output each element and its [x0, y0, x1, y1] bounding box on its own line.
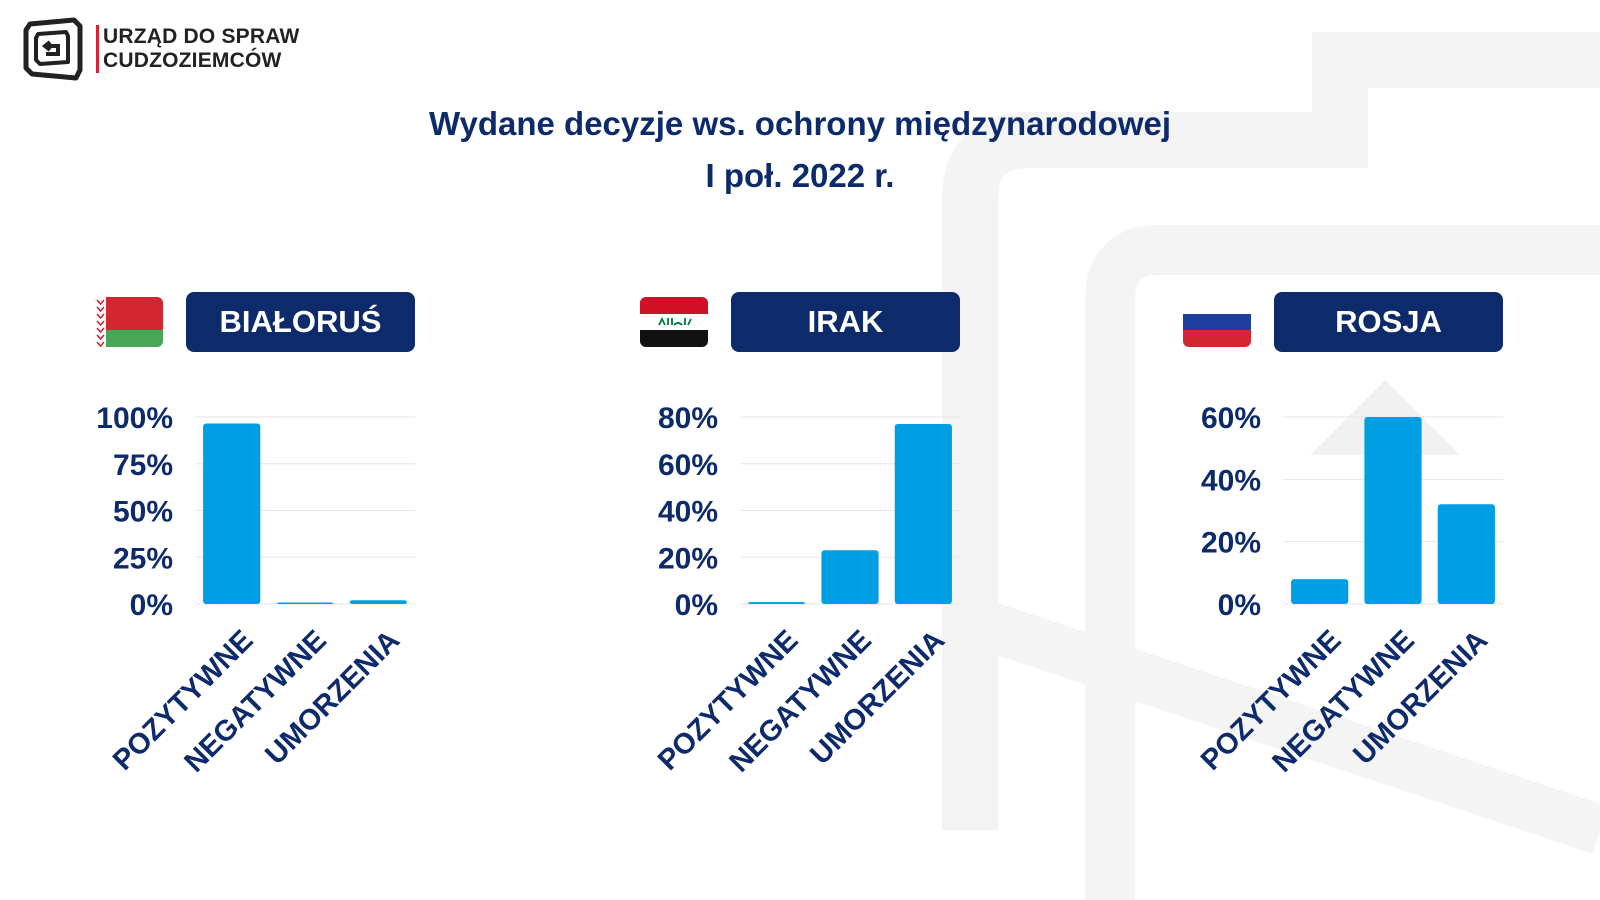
- y-tick-label: 75%: [113, 449, 173, 482]
- bar-negatywne: [276, 602, 334, 604]
- y-tick-label: 50%: [113, 496, 173, 529]
- bar-pozytywne: [1291, 579, 1349, 604]
- bar-negatywne: [821, 550, 879, 604]
- y-tick-label: 0%: [675, 589, 718, 622]
- title-line2: I poł. 2022 r.: [705, 157, 895, 194]
- country-label: ROSJA: [1274, 292, 1503, 352]
- iraq-flag-icon: [640, 297, 708, 347]
- y-tick-label: 40%: [658, 496, 718, 529]
- org-name-line2: CUDZOZIEMCÓW: [103, 49, 282, 72]
- chart-iraq: 0%20%40%60%80%POZYTYWNENEGATYWNEUMORZENI…: [652, 402, 960, 779]
- office-logo-icon: [23, 17, 83, 81]
- page-title: Wydane decyzje ws. ochrony międzynarodow…: [0, 98, 1600, 202]
- y-tick-label: 25%: [113, 542, 173, 575]
- bar-negatywne: [1364, 417, 1422, 604]
- panel-russia: ROSJA 0% 20% 40% 60% POZYTYWNE NEGATYWNE UMORZ…: [1183, 292, 1600, 852]
- panel-belarus: BIAŁORUŚ 0% 25% 50% 75% 100% POZYTYWNE NEGATYW…: [95, 292, 575, 852]
- y-tick-label: 60%: [1201, 402, 1261, 435]
- y-tick-label: 0%: [1218, 589, 1261, 622]
- y-tick-label: 100%: [96, 402, 173, 435]
- org-logo: URZĄD DO SPRAW CUDZOZIEMCÓW: [20, 16, 299, 82]
- country-label: BIAŁORUŚ: [186, 292, 415, 352]
- title-line1: Wydane decyzje ws. ochrony międzynarodow…: [428, 105, 1172, 142]
- bar-umorzenia: [349, 600, 407, 604]
- bar-pozytywne: [203, 423, 261, 604]
- y-tick-label: 80%: [658, 402, 718, 435]
- y-tick-label: 20%: [1201, 527, 1261, 560]
- bar-umorzenia: [1437, 504, 1495, 604]
- y-tick-label: 20%: [658, 542, 718, 575]
- bar-umorzenia: [894, 424, 952, 604]
- org-name: URZĄD DO SPRAW CUDZOZIEMCÓW: [96, 25, 299, 73]
- russia-flag-icon: [1183, 297, 1251, 347]
- y-tick-label: 0%: [130, 589, 173, 622]
- panel-iraq: IRAK 0% 20% 40% 60% 80% POZYTYWNE NEGATYWNE UMO…: [640, 292, 1120, 852]
- belarus-flag-icon: [95, 297, 163, 347]
- chart-belarus: 0%25%50%75%100%POZYTYWNENEGATYWNEUMORZEN…: [96, 402, 415, 779]
- y-tick-label: 60%: [658, 449, 718, 482]
- bar-pozytywne: [748, 602, 806, 604]
- y-tick-label: 40%: [1201, 464, 1261, 497]
- country-label: IRAK: [731, 292, 960, 352]
- org-name-line1: URZĄD DO SPRAW: [103, 25, 300, 48]
